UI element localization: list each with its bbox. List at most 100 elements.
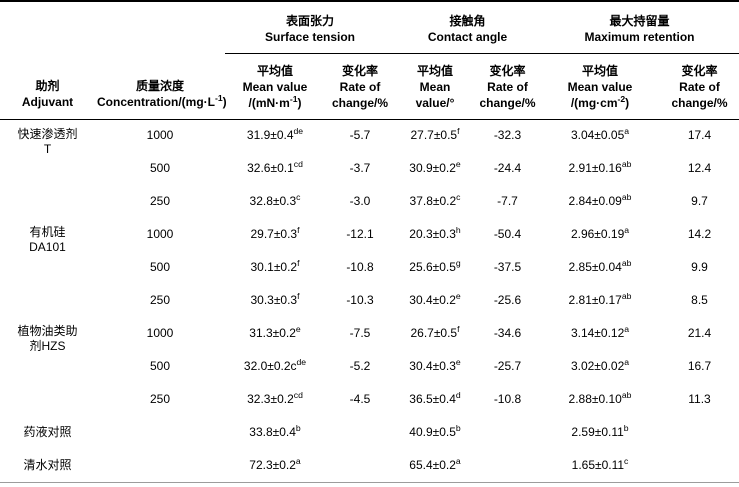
surface-tension-mean-cell: 33.8±0.4b [249,423,301,439]
surface-tension-mean-cell: 32.0±0.2cde [243,357,307,373]
concentration-cell: 1000 [146,227,174,241]
contact-angle-rate-cell: -32.3 [493,128,522,143]
surface-tension-mean-cell: 31.9±0.4de [246,126,304,143]
max-retention-rate-cell: 12.4 [687,161,712,175]
surface-tension-rate-cell: -5.7 [349,128,371,143]
col-header-mr-mean-zh: 平均值 [581,63,618,78]
max-retention-rate-cell: 9.7 [691,194,708,208]
concentration-cell [95,449,225,482]
table-header: 助剂 Adjuvant 质量浓度 Concentration/(mg·L-1) … [0,1,739,120]
concentration-cell [95,416,225,449]
max-retention-mean-cell: 2.96±0.19a [570,225,630,241]
concentration-cell: 500 [149,161,171,175]
contact-angle-rate-cell: -37.5 [493,260,522,274]
col-header-st-mean: 平均值 Mean value /(mN·m-1) [225,53,325,120]
surface-tension-mean-cell: 32.6±0.1cd [247,159,303,175]
contact-angle-rate-cell: -10.8 [493,392,522,406]
col-header-st-mean-zh: 平均值 [256,63,293,78]
contact-angle-mean-cell: 40.9±0.5b [409,423,461,439]
max-retention-mean-cell: 2.91±0.16ab [568,159,632,175]
table-row: 250 32.8±0.3c -3.0 37.8±0.2c -7.7 2.84±0.09ab… [0,185,739,218]
col-header-concentration-en: Concentration/(mg·L-1) [97,92,227,109]
max-retention-rate-cell: 17.4 [687,128,712,143]
surface-tension-rate-cell: -10.8 [346,260,374,274]
col-header-ca-mean-unit: value/° [415,95,455,110]
concentration-cell: 250 [149,293,171,307]
contact-angle-mean-cell: 20.3±0.3h [409,225,461,241]
table-row: 有机硅 DA101 1000 29.7±0.3f -12.1 20.3±0.3h -50.… [0,218,739,254]
max-retention-mean-cell: 2.59±0.11b [571,423,629,439]
max-retention-mean-cell: 2.84±0.09ab [568,192,632,208]
table-row: 250 30.3±0.3f -10.3 30.4±0.2e -25.6 2.81±0.17… [0,284,739,317]
contact-angle-rate-cell: -50.4 [493,227,522,241]
contact-angle-mean-cell: 26.7±0.5f [410,324,460,340]
adjuvant-name-cell: 药液对照 [23,425,72,439]
max-retention-rate-cell [660,416,739,449]
col-header-ca-rate-en: Rate of [487,79,528,94]
group-header-contact-angle-zh: 接触角 [449,14,486,29]
surface-tension-rate-cell: -10.3 [346,293,374,307]
surface-tension-mean-cell: 30.1±0.2f [250,258,300,274]
max-retention-mean-cell: 2.88±0.10ab [568,390,632,406]
concentration-cell: 250 [149,392,171,406]
max-retention-mean-cell: 3.02±0.02a [570,357,630,373]
group-header-contact-angle-en: Contact angle [427,30,508,45]
col-header-adjuvant: 助剂 Adjuvant [0,1,95,120]
contact-angle-mean-cell: 25.6±0.5g [409,258,461,274]
surface-tension-mean-cell: 29.7±0.3f [250,225,300,241]
table-row: 药液对照 33.8±0.4b 40.9±0.5b 2.59±0.11b [0,416,739,449]
group-header-max-retention-en: Maximum retention [584,30,695,45]
contact-angle-mean-cell: 27.7±0.5f [410,126,460,143]
group-header-max-retention: 最大持留量 Maximum retention [540,1,739,54]
max-retention-rate-cell: 9.9 [691,260,708,274]
surface-tension-rate-cell [325,449,395,482]
max-retention-rate-cell: 16.7 [687,359,712,373]
contact-angle-rate-cell: -25.6 [493,293,522,307]
table-row: 清水对照 72.3±0.2a 65.4±0.2a 1.65±0.11c [0,449,739,482]
max-retention-rate-cell: 14.2 [687,227,712,241]
contact-angle-mean-cell: 30.4±0.2e [409,291,461,307]
col-header-mr-mean-en: Mean value [567,79,633,94]
surface-tension-mean-cell: 32.3±0.2cd [247,390,303,406]
col-header-ca-mean: 平均值 Mean value/° [395,53,475,120]
col-header-st-mean-en: Mean value [242,79,308,94]
col-header-st-mean-unit: /(mN·m-1) [248,93,302,110]
surface-tension-rate-cell: -4.5 [349,392,371,406]
contact-angle-mean-cell: 30.4±0.3e [409,357,461,373]
table-row: 500 30.1±0.2f -10.8 25.6±0.5g -37.5 2.85±0.04… [0,251,739,284]
max-retention-rate-cell: 8.5 [691,293,708,307]
table-row: 500 32.6±0.1cd -3.7 30.9±0.2e -24.4 2.91±0.16… [0,152,739,185]
col-header-concentration-zh: 质量浓度 [135,78,184,93]
table-row: 快速渗透剂 T 1000 31.9±0.4de -5.7 27.7±0.5f -32.3 3… [0,119,739,156]
adjuvant-name-cell: 植物油类助 剂HZS [17,324,78,353]
col-header-mr-rate-zh: 变化率 [681,63,718,78]
col-header-mr-rate-unit: change/% [671,95,728,110]
group-header-surface-tension: 表面张力 Surface tension [225,1,395,54]
col-header-st-rate: 变化率 Rate of change/% [325,53,395,120]
group-header-max-retention-zh: 最大持留量 [609,14,670,29]
surface-tension-rate-cell: -3.7 [349,161,371,175]
col-header-st-rate-en: Rate of [339,79,381,94]
surface-tension-mean-cell: 72.3±0.2a [249,455,301,472]
col-header-ca-mean-zh: 平均值 [416,63,453,78]
surface-tension-rate-cell: -12.1 [346,227,374,241]
concentration-cell: 1000 [146,128,174,143]
group-header-surface-tension-zh: 表面张力 [285,14,334,29]
concentration-cell: 500 [149,260,171,274]
max-retention-mean-cell: 3.04±0.05a [570,126,630,143]
contact-angle-mean-cell: 30.9±0.2e [409,159,461,175]
contact-angle-rate-cell [475,416,540,449]
group-header-row: 助剂 Adjuvant 质量浓度 Concentration/(mg·L-1) … [0,1,739,120]
table-row: 500 32.0±0.2cde -5.2 30.4±0.3e -25.7 3.02±0.0… [0,350,739,383]
col-header-st-rate-unit: change/% [331,95,388,110]
col-header-mr-mean: 平均值 Mean value /(mg·cm-2) [540,53,660,120]
col-header-ca-mean-en: Mean [419,79,451,94]
concentration-cell: 250 [149,194,171,208]
max-retention-mean-cell: 1.65±0.11c [571,455,629,472]
col-header-mr-mean-unit: /(mg·cm-2) [570,93,630,110]
max-retention-mean-cell: 3.14±0.12a [570,324,630,340]
surface-tension-rate-cell [325,416,395,449]
contact-angle-rate-cell: -24.4 [493,161,522,175]
